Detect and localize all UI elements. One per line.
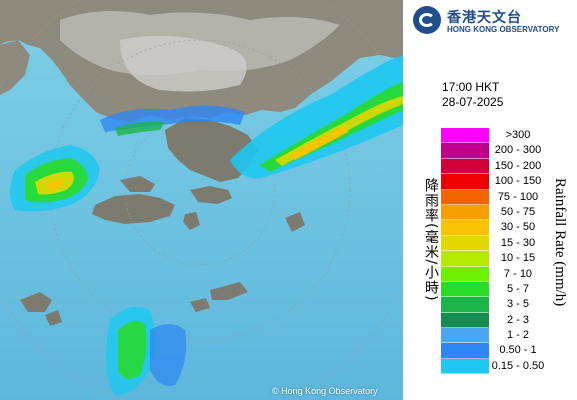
hko-name-zh: 香港天文台 bbox=[447, 10, 522, 26]
lantau-north-land bbox=[120, 176, 155, 192]
legend-swatches bbox=[441, 128, 489, 375]
south-island-land bbox=[210, 282, 248, 300]
legend-swatch bbox=[441, 189, 489, 205]
legend-label: 0.50 - 1 bbox=[499, 344, 537, 357]
legend-label: 15 - 30 bbox=[500, 236, 536, 249]
legend-swatch bbox=[441, 343, 489, 359]
legend-label: >300 bbox=[505, 129, 531, 141]
unit-label-zh: 降雨率(毫米/小時) bbox=[423, 178, 439, 302]
rain-echo-south bbox=[106, 306, 187, 395]
legend-swatch bbox=[441, 235, 489, 252]
timestamp-date: 28-07-2025 bbox=[442, 95, 504, 109]
legend-label: 30 - 50 bbox=[500, 221, 536, 234]
west-islands-land bbox=[20, 292, 52, 312]
hk-island-land bbox=[190, 186, 232, 204]
legend-swatch bbox=[441, 174, 489, 190]
rain-echo-north bbox=[100, 105, 245, 136]
legend-label: 75 - 100 bbox=[497, 190, 539, 203]
legend-label: 150 - 200 bbox=[494, 159, 542, 172]
legend-swatch bbox=[441, 204, 489, 221]
legend-label: 200 - 300 bbox=[494, 144, 542, 157]
east-island-land bbox=[285, 212, 305, 232]
legend-swatch bbox=[441, 251, 489, 267]
legend-label: 100 - 150 bbox=[494, 175, 542, 188]
legend-swatch bbox=[441, 220, 489, 236]
legend-swatch bbox=[441, 297, 489, 313]
legend-label: 0.15 - 0.50 bbox=[491, 359, 545, 372]
legend-label: 50 - 75 bbox=[500, 205, 536, 218]
rain-echo-northeast bbox=[230, 55, 403, 179]
legend-swatch bbox=[441, 143, 489, 159]
legend-label: 10 - 15 bbox=[500, 252, 536, 265]
legend-label: 3 - 5 bbox=[506, 298, 529, 311]
legend-panel: 香港天文台 HONG KONG OBSERVATORY 17:00 HKT 28… bbox=[403, 0, 577, 400]
legend-label: 2 - 3 bbox=[506, 313, 529, 326]
legend-swatch bbox=[441, 266, 489, 282]
legend-swatch bbox=[441, 128, 489, 144]
lantau-land bbox=[92, 194, 175, 224]
west-island-2-land bbox=[45, 310, 62, 326]
legend-label: 1 - 2 bbox=[506, 329, 529, 342]
timestamp-time: 17:00 HKT bbox=[442, 80, 500, 94]
rain-echo-west bbox=[10, 145, 100, 212]
lamma-land bbox=[183, 212, 200, 230]
legend-swatch bbox=[441, 312, 489, 329]
legend-label: 5 - 7 bbox=[506, 282, 529, 295]
west-land bbox=[0, 40, 30, 95]
radar-map-image bbox=[0, 0, 403, 400]
south-island-2-land bbox=[190, 298, 210, 312]
legend-swatch bbox=[441, 281, 489, 298]
timestamp: 17:00 HKT 28-07-2025 bbox=[442, 80, 503, 110]
legend-swatch bbox=[441, 158, 489, 175]
hko-logo: 香港天文台 HONG KONG OBSERVATORY bbox=[413, 6, 573, 36]
legend-label: 7 - 10 bbox=[503, 267, 533, 280]
legend-labels: >300 200 - 300 150 - 200 100 - 150 75 - 100 5… bbox=[483, 128, 553, 374]
radar-map: © Hong Kong Observatory bbox=[0, 0, 403, 400]
hko-logo-icon bbox=[413, 6, 441, 34]
legend-swatch bbox=[441, 358, 489, 375]
unit-label-en: Rainfall Rate (mm/h) bbox=[552, 178, 568, 307]
copyright-text: © Hong Kong Observatory bbox=[272, 386, 378, 396]
mainland-clouds-2 bbox=[120, 36, 247, 92]
legend-swatch bbox=[441, 328, 489, 344]
hko-name-en: HONG KONG OBSERVATORY bbox=[447, 25, 560, 34]
